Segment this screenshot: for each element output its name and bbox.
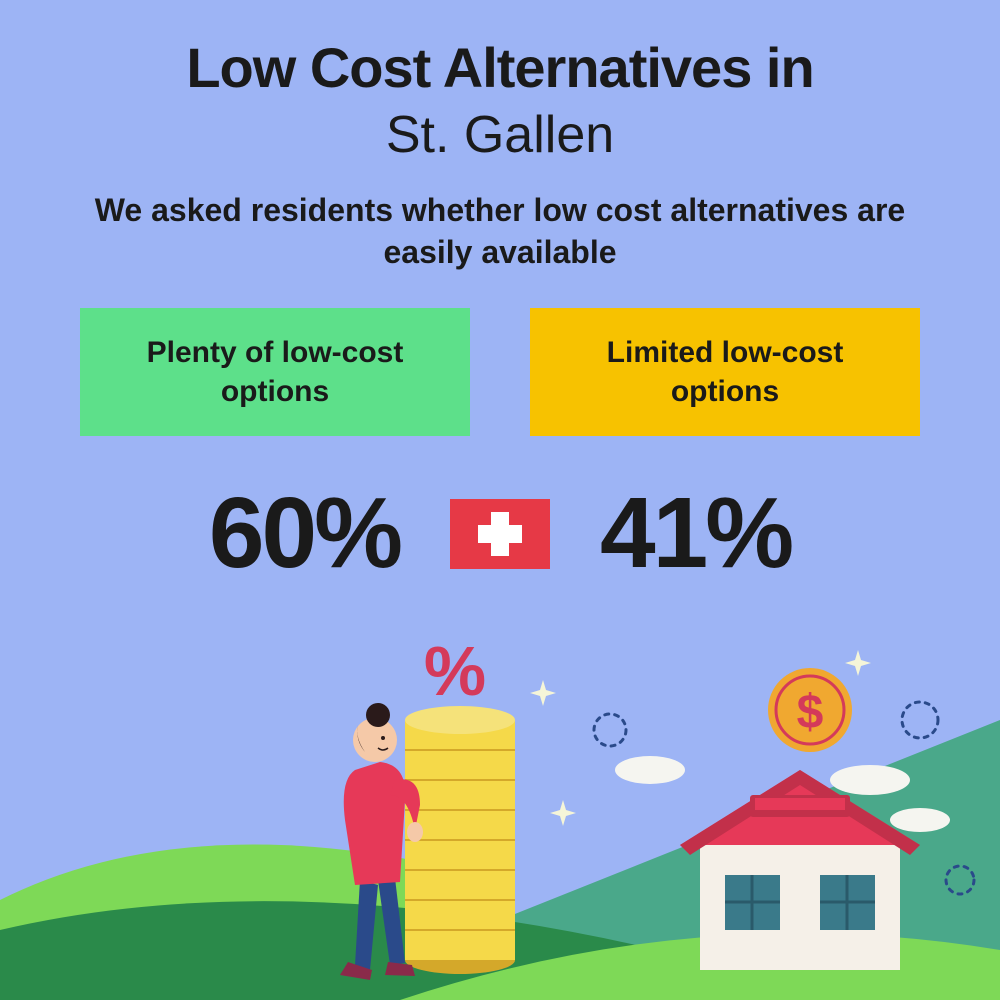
stat-left: 60%	[209, 476, 400, 591]
coins-icon	[405, 706, 515, 974]
svg-text:$: $	[797, 686, 824, 739]
stats-row: 60% 41%	[0, 476, 1000, 591]
illustration-scene: $ %	[0, 620, 1000, 1000]
swiss-flag-icon	[450, 499, 550, 569]
option-limited: Limited low-cost options	[530, 308, 920, 436]
main-title: Low Cost Alternatives in	[0, 0, 1000, 100]
stat-right: 41%	[600, 476, 791, 591]
options-row: Plenty of low-cost options Limited low-c…	[0, 308, 1000, 436]
percent-icon: %	[424, 632, 486, 710]
description-text: We asked residents whether low cost alte…	[0, 190, 1000, 273]
option-plenty: Plenty of low-cost options	[80, 308, 470, 436]
subtitle-location: St. Gallen	[0, 105, 1000, 165]
